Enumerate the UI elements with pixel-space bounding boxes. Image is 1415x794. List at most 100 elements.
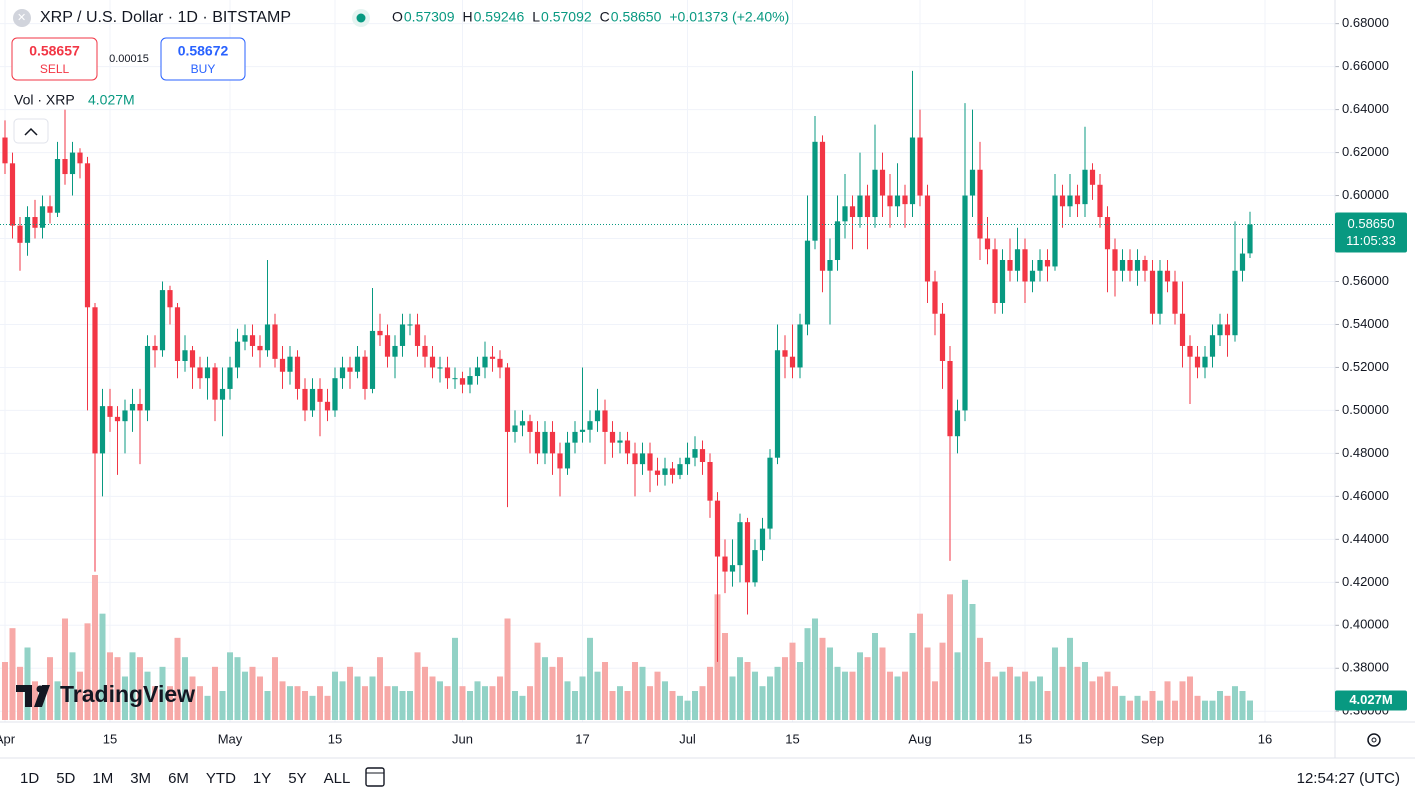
- candle-body: [152, 345, 158, 351]
- candle-body: [347, 367, 353, 372]
- volume-bar: [1157, 700, 1163, 720]
- range-button[interactable]: ALL: [324, 770, 351, 787]
- candle-body: [2, 137, 8, 164]
- range-button[interactable]: 3M: [130, 770, 151, 787]
- volume-bar: [324, 695, 331, 720]
- sell-button[interactable]: [11, 37, 98, 81]
- range-button[interactable]: 5Y: [288, 770, 306, 787]
- candle-body: [977, 169, 983, 239]
- volume-bar: [932, 681, 938, 720]
- volume-bar: [242, 671, 248, 720]
- candle-body: [572, 431, 578, 443]
- y-tick-label: 0.66000: [1342, 58, 1389, 73]
- candle-body: [264, 324, 271, 351]
- volume-bar: [684, 700, 691, 720]
- volume-bar: [999, 671, 1006, 720]
- candle-body: [549, 431, 556, 454]
- volume-bar: [1022, 671, 1028, 720]
- candle-body: [752, 550, 758, 583]
- candle-body: [174, 307, 181, 361]
- x-tick-label: May: [218, 731, 243, 746]
- candle-body: [9, 163, 16, 226]
- candle-body: [699, 449, 706, 462]
- volume-bar: [459, 686, 466, 720]
- volume-bar: [144, 671, 151, 720]
- volume-bar: [32, 681, 38, 720]
- candle-body: [564, 442, 571, 469]
- volume-bar: [219, 691, 226, 720]
- candle-body: [39, 206, 46, 228]
- range-button[interactable]: 1M: [92, 770, 113, 787]
- settings-icon[interactable]: [1367, 733, 1381, 747]
- candle-body: [234, 341, 241, 368]
- candle-body: [384, 335, 391, 357]
- range-button[interactable]: 6M: [168, 770, 189, 787]
- volume-bar: [1172, 700, 1178, 720]
- volume-bar: [272, 657, 278, 720]
- candle-body: [1247, 224, 1253, 254]
- symbol-title[interactable]: XRP / U.S. Dollar · 1D · BITSTAMP: [40, 9, 291, 26]
- x-tick-label: 16: [1258, 731, 1272, 746]
- buy-button[interactable]: [160, 37, 246, 81]
- candle-body: [369, 330, 376, 389]
- volume-bar: [1142, 700, 1148, 720]
- candle-body: [1037, 260, 1043, 271]
- candle-body: [399, 324, 406, 346]
- x-tick-label: 15: [785, 731, 799, 746]
- candle-body: [504, 367, 511, 432]
- y-tick-label: 0.48000: [1342, 445, 1389, 460]
- candle-body: [167, 290, 173, 308]
- candle-body: [804, 240, 811, 325]
- candle-body: [894, 195, 901, 207]
- range-button[interactable]: YTD: [206, 770, 236, 787]
- candle-body: [309, 388, 316, 411]
- y-tick-label: 0.50000: [1342, 402, 1389, 417]
- range-button[interactable]: 1Y: [253, 770, 271, 787]
- date-range-icon[interactable]: [365, 767, 385, 787]
- volume-bar: [669, 691, 676, 720]
- volume-bar: [294, 686, 301, 720]
- volume-bar: [1029, 681, 1036, 720]
- volume-bar: [474, 681, 481, 720]
- volume-bar: [827, 647, 833, 720]
- ohlc-key: H: [463, 9, 473, 25]
- candle-body: [692, 449, 698, 458]
- volume-bar: [534, 642, 541, 720]
- volume-bar: [69, 652, 76, 720]
- candle-body: [362, 356, 368, 389]
- candle-body: [414, 324, 421, 346]
- candle-body: [759, 528, 766, 551]
- volume-bar: [1164, 681, 1171, 720]
- volume-bar: [1194, 695, 1201, 720]
- candle-body: [767, 457, 773, 529]
- volume-bar: [407, 691, 413, 720]
- volume-bar: [1104, 671, 1111, 720]
- collapse-button[interactable]: [13, 118, 49, 144]
- volume-bar: [384, 686, 391, 720]
- candle-body: [1142, 260, 1148, 271]
- range-button[interactable]: 1D: [20, 770, 39, 787]
- sell-label: SELL: [40, 62, 70, 76]
- volume-bar: [1202, 700, 1208, 720]
- last-price-label: 0.58650: [1348, 216, 1395, 231]
- range-button[interactable]: 5D: [56, 770, 75, 787]
- candle-body: [129, 403, 136, 411]
- volume-bar: [902, 671, 908, 720]
- candle-body: [932, 281, 938, 314]
- volume-bar: [879, 647, 886, 720]
- candle-body: [542, 431, 548, 454]
- volume-bar: [429, 676, 436, 720]
- volume-bar: [1082, 662, 1088, 720]
- volume-bar: [549, 666, 556, 720]
- candle-body: [1239, 253, 1246, 271]
- candle-body: [587, 421, 593, 430]
- candle-body: [1082, 169, 1088, 205]
- volume-bar: [444, 686, 451, 720]
- volume-bar: [1232, 686, 1238, 720]
- volume-bar: [789, 642, 796, 720]
- candle-body: [1232, 270, 1238, 336]
- volume-bar: [917, 613, 923, 720]
- candle-body: [1074, 195, 1081, 205]
- candle-body: [84, 163, 91, 308]
- volume-bar: [399, 691, 406, 720]
